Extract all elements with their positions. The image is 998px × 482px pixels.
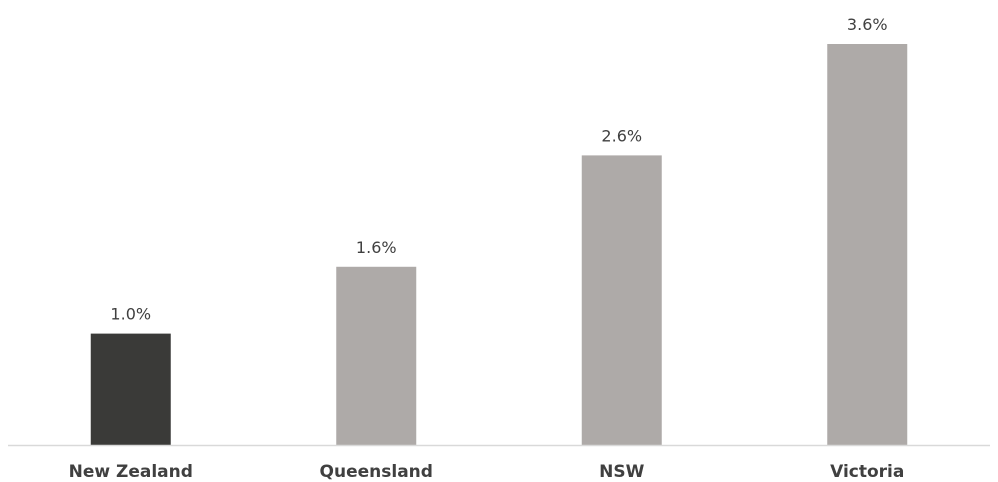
- bars-layer: [90, 44, 908, 445]
- bar-queensland: [336, 266, 417, 445]
- data-label-queensland: 1.6%: [356, 238, 397, 257]
- bar-victoria: [827, 44, 908, 445]
- category-label-victoria: Victoria: [830, 462, 904, 482]
- data-label-nsw: 2.6%: [601, 126, 642, 145]
- bar-nsw: [581, 155, 662, 445]
- bar-new-zealand: [90, 333, 171, 445]
- category-label-queensland: Queensland: [320, 462, 433, 482]
- data-label-victoria: 3.6%: [847, 15, 888, 34]
- category-labels-layer: New Zealand Queensland NSW Victoria: [69, 462, 905, 482]
- data-label-new-zealand: 1.0%: [110, 305, 151, 324]
- category-label-nsw: NSW: [599, 462, 644, 482]
- category-label-new-zealand: New Zealand: [69, 462, 193, 482]
- data-labels-layer: 1.0% 1.6% 2.6% 3.6%: [110, 15, 887, 324]
